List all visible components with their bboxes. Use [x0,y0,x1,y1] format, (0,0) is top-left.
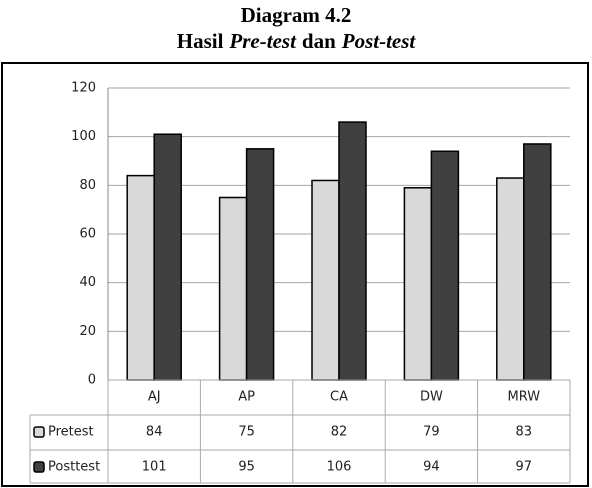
x-tick-label: AP [238,390,255,405]
bar [218,196,248,381]
y-tick-label: 40 [79,275,96,290]
bar [523,143,552,381]
table-value: 101 [142,460,167,475]
table-value: 82 [331,425,348,440]
bar [338,121,367,381]
table-value: 94 [423,460,440,475]
legend-swatch [33,461,45,473]
bar [153,133,182,381]
y-tick-label: 0 [88,373,96,388]
subtitle-part: dan [301,29,336,53]
y-tick-label: 100 [71,129,96,144]
bar [430,150,460,381]
bar [245,148,275,381]
table-value: 106 [327,460,352,475]
header: Diagram 4.2 Hasil Pre-test dan Post-test [0,0,592,54]
y-tick-label: 20 [79,324,96,339]
legend-swatch [33,426,45,438]
legend-label: Posttest [48,460,100,475]
chart-title: Diagram 4.2 [240,3,352,27]
y-tick-label: 80 [79,178,96,193]
bar [311,179,340,381]
table-value: 97 [516,460,533,475]
chart-frame [1,62,589,487]
subtitle-part: Pre-test [229,29,296,53]
legend-label: Pretest [48,425,94,440]
bar [403,187,433,381]
bar [496,177,525,381]
bar [126,174,155,381]
x-tick-label: MRW [508,390,541,405]
table-value: 79 [423,425,440,440]
y-tick-label: 60 [79,227,96,242]
subtitle-part: Hasil [176,29,224,53]
chart-subtitle: Hasil Pre-test dan Post-test [0,28,592,54]
table-value: 84 [146,425,163,440]
y-tick-label: 120 [71,81,96,96]
x-tick-label: AJ [148,390,161,405]
x-tick-label: CA [330,390,348,405]
table-value: 83 [516,425,533,440]
table-value: 95 [238,460,255,475]
table-value: 75 [238,425,255,440]
x-tick-label: DW [420,390,443,405]
subtitle-part: Post-test [341,29,416,53]
